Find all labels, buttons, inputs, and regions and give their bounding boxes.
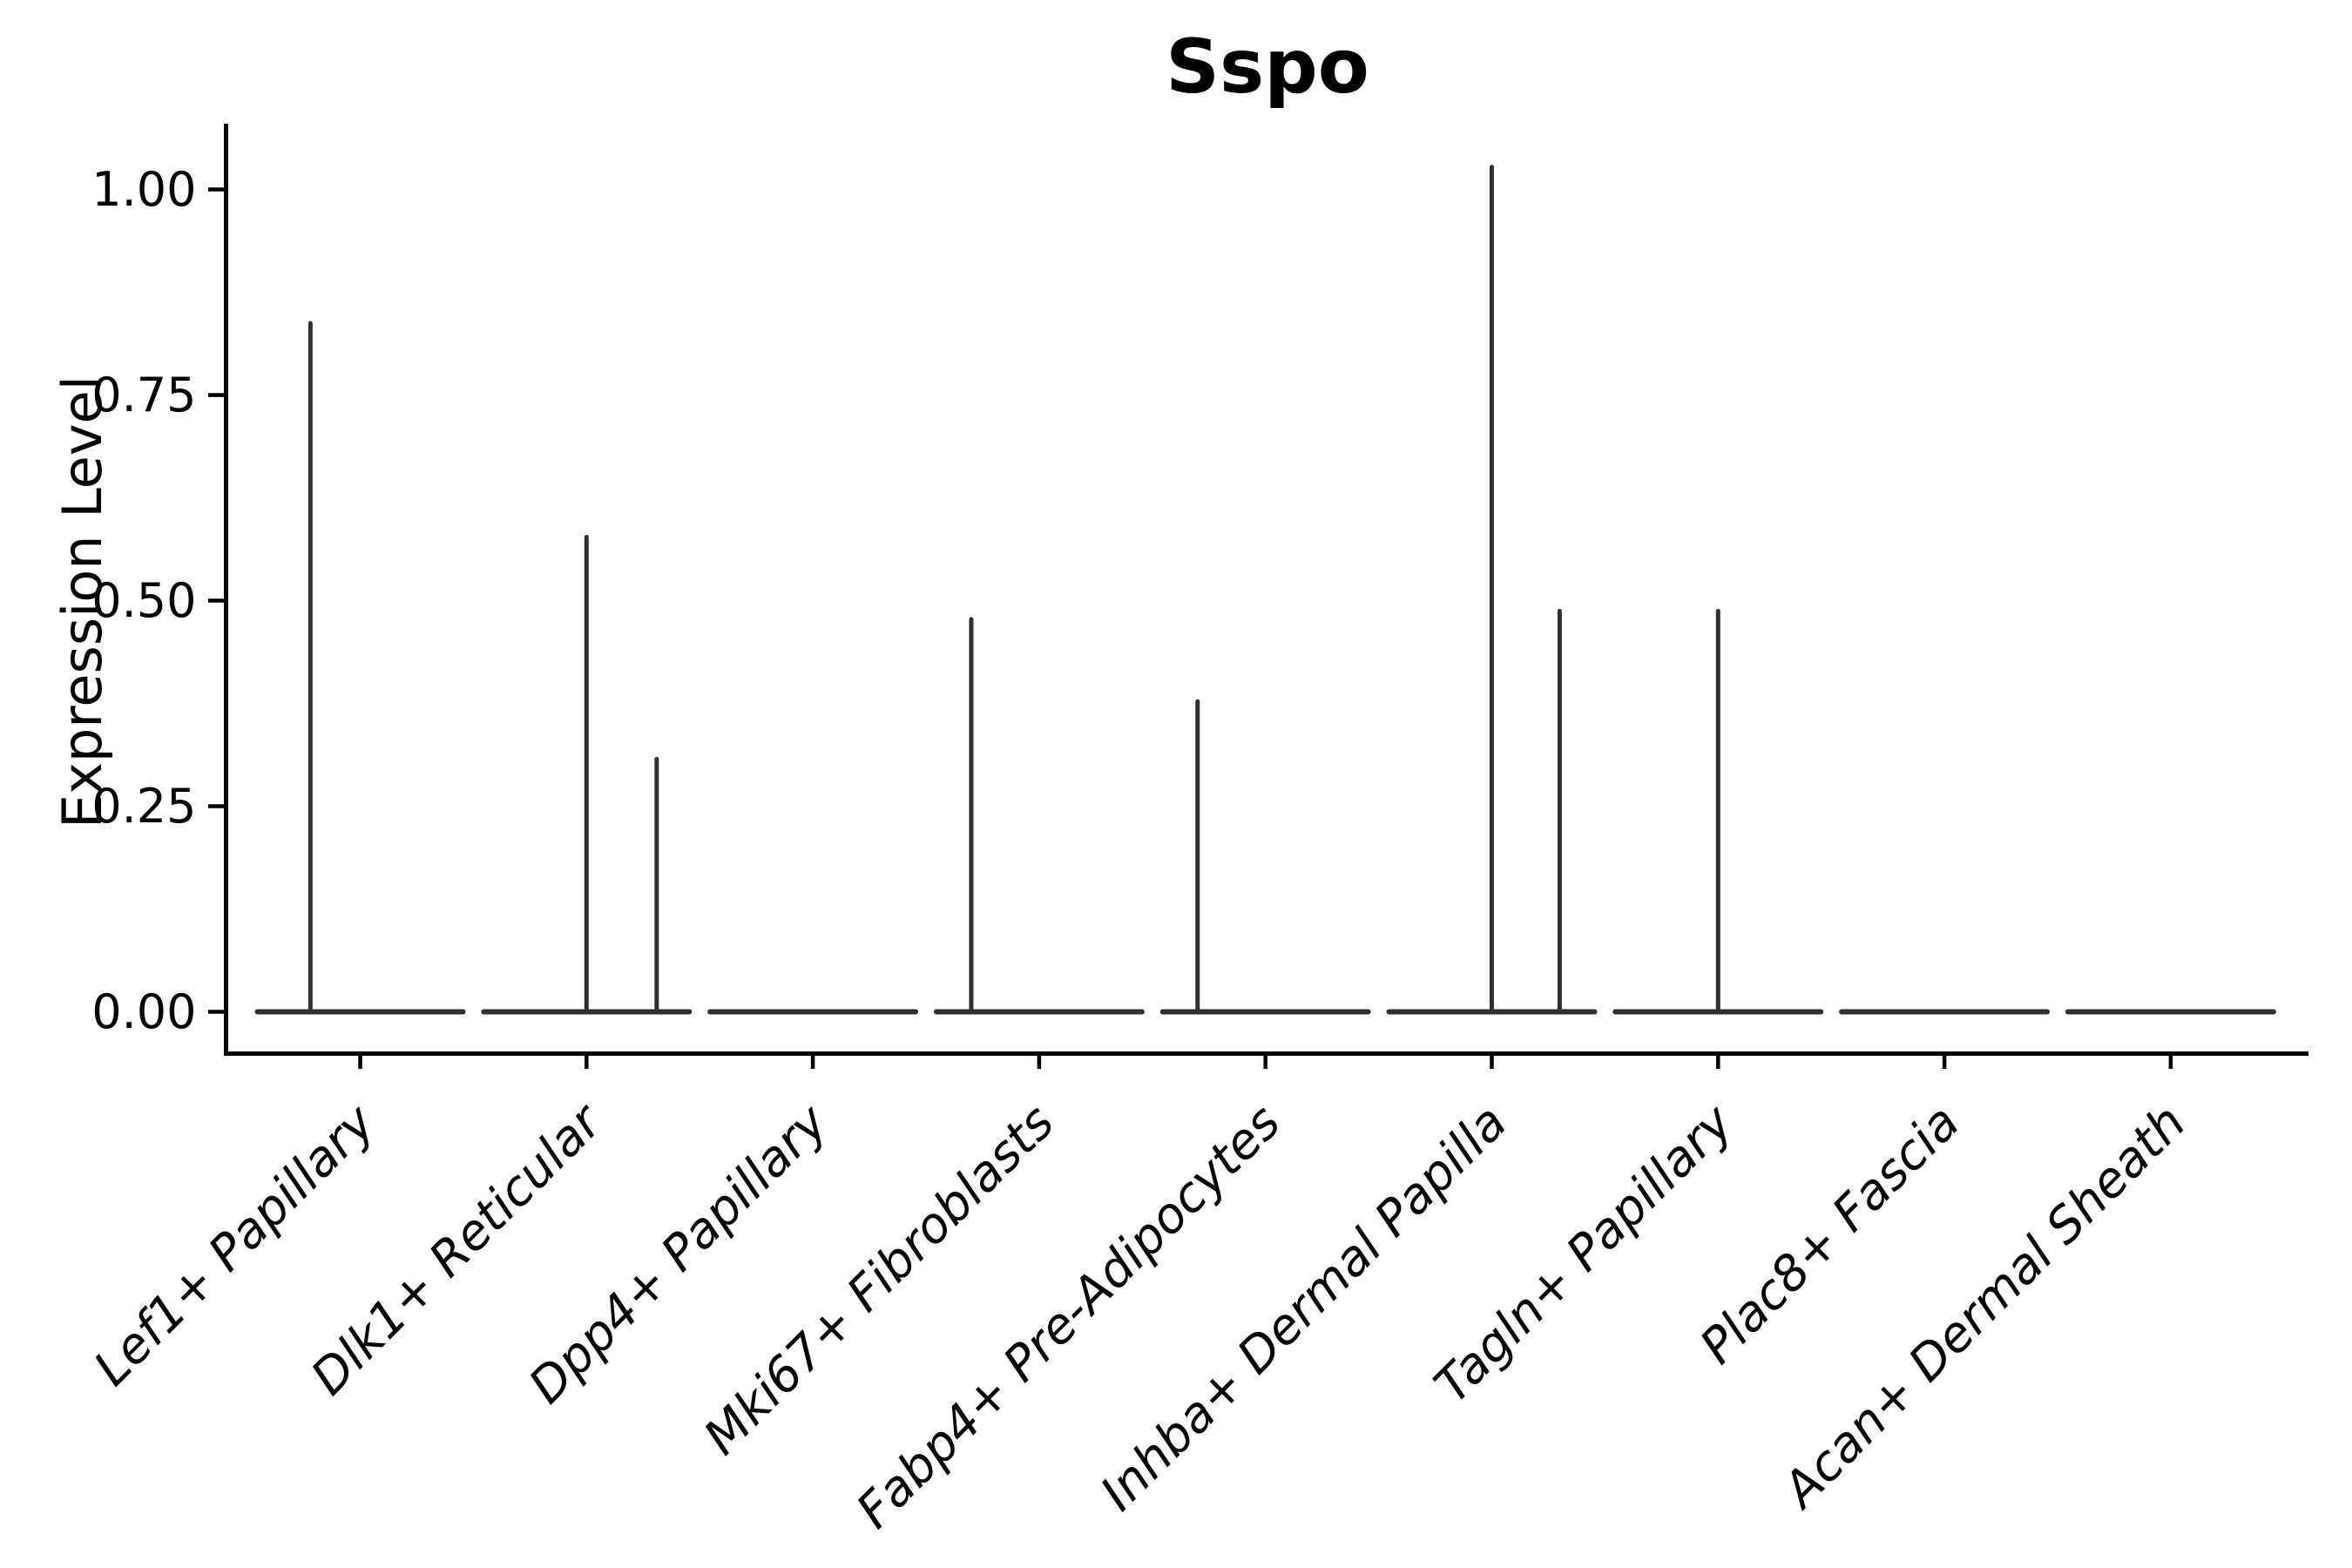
violin-baseline xyxy=(254,1009,466,1015)
y-axis-tick-label: 0.50 xyxy=(91,573,196,628)
y-axis-tick xyxy=(208,804,224,808)
violin-spike xyxy=(969,617,974,1015)
y-axis-tick xyxy=(208,187,224,192)
violin-spike xyxy=(1715,608,1720,1015)
violin-baseline xyxy=(1159,1009,1371,1015)
y-axis-tick xyxy=(208,1010,224,1014)
y-axis-tick-label: 1.00 xyxy=(91,162,196,217)
x-axis-tick xyxy=(1263,1056,1267,1069)
y-axis-spine xyxy=(224,124,228,1056)
violin-spike xyxy=(1557,608,1562,1015)
violin-spike xyxy=(654,756,659,1015)
x-axis-tick xyxy=(358,1056,362,1069)
y-axis-title: Expression Level xyxy=(51,375,114,828)
violin-baseline xyxy=(2065,1009,2276,1015)
x-axis-category-label: Inhba+ Dermal Papilla xyxy=(1090,1094,1517,1522)
y-axis-tick-label: 0.25 xyxy=(91,779,196,834)
x-axis-tick xyxy=(1490,1056,1494,1069)
violin-spike xyxy=(584,534,589,1015)
x-axis-spine xyxy=(224,1051,2308,1056)
x-axis-tick xyxy=(810,1056,815,1069)
x-axis-category-label: Acan+ Dermal Sheath xyxy=(1771,1094,2197,1520)
x-axis-tick xyxy=(1716,1056,1720,1069)
x-axis-tick xyxy=(585,1056,589,1069)
x-axis-tick xyxy=(1037,1056,1042,1069)
y-axis-tick-label: 0.00 xyxy=(91,984,196,1039)
y-axis-tick xyxy=(208,393,224,397)
y-axis-tick xyxy=(208,598,224,603)
violin-baseline xyxy=(707,1009,919,1015)
violin-baseline xyxy=(933,1009,1145,1015)
chart-title: Sspo xyxy=(1166,24,1369,111)
violin-spike xyxy=(1195,699,1200,1015)
x-axis-tick xyxy=(2168,1056,2173,1069)
x-axis-category-label: Fabp4+ Pre-Adipocytes xyxy=(846,1094,1291,1539)
violin-spike xyxy=(308,321,313,1015)
x-axis-tick xyxy=(1942,1056,1947,1069)
violin-baseline xyxy=(1839,1009,2051,1015)
violin-spike xyxy=(1490,165,1494,1015)
y-axis-tick-label: 0.75 xyxy=(91,368,196,422)
